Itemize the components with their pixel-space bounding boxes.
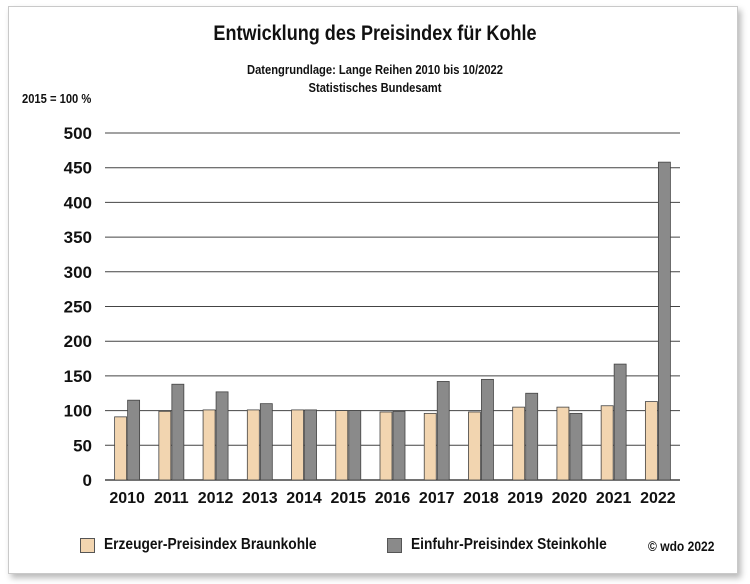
bar-steinkohle	[215, 391, 229, 481]
x-tick-label: 2015	[330, 490, 366, 507]
bar-braunkohle	[379, 411, 393, 481]
legend-item-braunkohle: Erzeuger-Preisindex Braunkohle	[80, 536, 351, 554]
y-tick-label: 0	[83, 471, 92, 490]
bar-braunkohle	[246, 409, 260, 481]
bar-braunkohle	[644, 401, 658, 481]
bar-steinkohle	[127, 399, 141, 481]
bar-braunkohle	[512, 406, 526, 481]
x-tick-label: 2016	[375, 490, 411, 507]
chart-subtitle: Datengrundlage: Lange Reihen 2010 bis 10…	[246, 62, 503, 77]
bar-braunkohle	[600, 405, 614, 481]
chart-source: Statistisches Bundesamt	[308, 80, 442, 95]
y-tick-label: 150	[64, 367, 92, 386]
bar-braunkohle	[468, 411, 481, 481]
bar-braunkohle	[335, 410, 349, 481]
x-tick-label: 2013	[242, 490, 278, 507]
x-tick-label: 2012	[198, 490, 234, 507]
bar-braunkohle	[556, 406, 570, 481]
bar-steinkohle	[525, 392, 539, 481]
bar-steinkohle	[259, 403, 273, 481]
bar-braunkohle	[423, 412, 437, 481]
bar-braunkohle	[114, 416, 128, 481]
x-tick-label: 2017	[419, 490, 455, 507]
legend-label-steinkohle: Einfuhr-Preisindex Steinkohle	[411, 536, 607, 553]
y-tick-label: 450	[64, 159, 92, 178]
bar-braunkohle	[158, 410, 172, 481]
x-tick-label: 2020	[552, 490, 588, 507]
bar-steinkohle	[348, 410, 362, 481]
bar-steinkohle	[569, 412, 583, 481]
bar-braunkohle	[202, 409, 216, 481]
x-tick-label: 2019	[507, 490, 543, 507]
x-tick-label: 2011	[154, 490, 189, 507]
y-tick-label: 200	[64, 332, 92, 351]
bar-steinkohle	[657, 161, 671, 481]
legend-swatch-braunkohle	[80, 537, 95, 553]
y-tick-label: 350	[64, 228, 92, 247]
bar-steinkohle	[304, 409, 317, 481]
y-tick-label: 400	[64, 193, 92, 212]
copyright: © wdo 2022	[648, 538, 715, 554]
bar-steinkohle	[392, 410, 406, 481]
bar-steinkohle	[171, 383, 185, 481]
x-tick-label: 2018	[463, 490, 499, 507]
y-tick-label: 300	[64, 263, 92, 282]
chart-title: Entwicklung des Preisindex für Kohle	[213, 22, 537, 45]
bar-steinkohle	[436, 381, 450, 481]
bar-braunkohle	[291, 409, 304, 481]
bar-steinkohle	[613, 363, 627, 481]
y-tick-label: 500	[64, 124, 92, 143]
y-tick-label: 100	[64, 402, 92, 421]
x-tick-label: 2014	[286, 490, 322, 507]
unit-label: 2015 = 100 %	[22, 91, 92, 106]
bar-steinkohle	[481, 378, 494, 481]
y-tick-label: 50	[73, 436, 92, 455]
legend-item-steinkohle: Einfuhr-Preisindex Steinkohle	[387, 536, 639, 554]
legend-label-braunkohle: Erzeuger-Preisindex Braunkohle	[104, 536, 317, 553]
x-tick-label: 2021	[596, 490, 632, 507]
x-tick-label: 2022	[640, 490, 676, 507]
legend-swatch-steinkohle	[387, 537, 402, 553]
x-tick-label: 2010	[109, 490, 145, 507]
y-tick-label: 250	[64, 298, 92, 317]
